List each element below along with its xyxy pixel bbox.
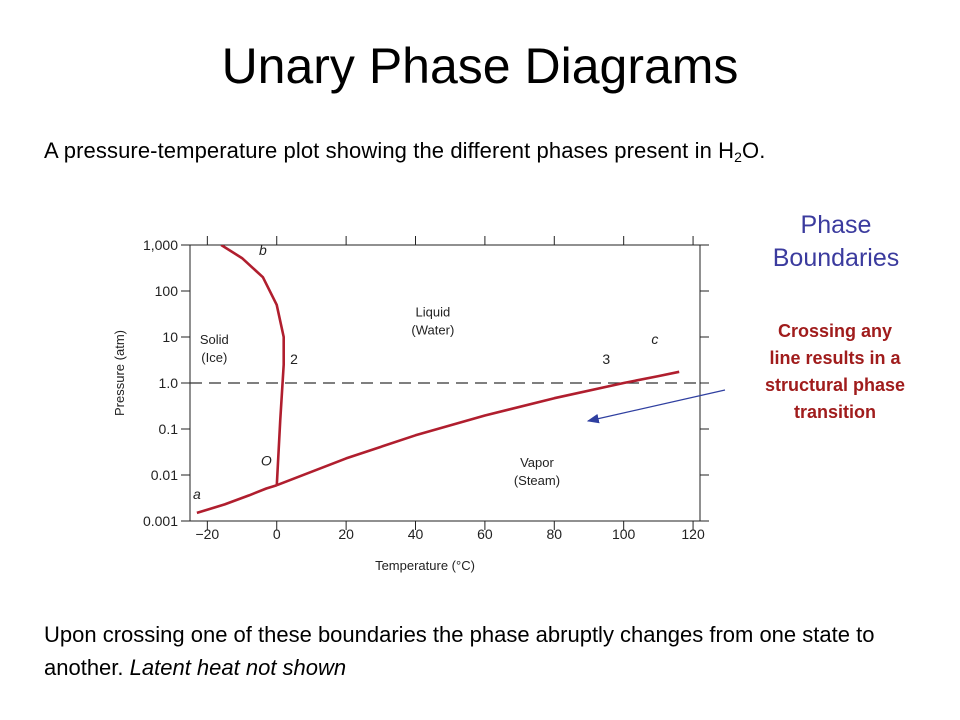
intro-tail: O. (742, 138, 766, 163)
x-tick-label: 60 (477, 526, 493, 542)
outro-italic: Latent heat not shown (129, 655, 347, 680)
x-tick-label: 0 (273, 526, 281, 542)
y-tick-label: 1,000 (143, 237, 178, 253)
y-tick-label: 1.0 (159, 375, 179, 391)
region-label: Solid (Ice) (200, 332, 229, 365)
y-tick-label: 0.01 (151, 467, 178, 483)
y-tick-label: 10 (162, 329, 178, 345)
intro-subscript: 2 (734, 149, 742, 165)
point-label-o: O (261, 453, 272, 469)
y-axis-label: Pressure (atm) (112, 330, 127, 416)
point-label-a: a (193, 486, 201, 502)
region-label-line: Solid (200, 332, 229, 347)
y-tick-label: 0.001 (143, 513, 178, 529)
point-label-3: 3 (602, 351, 610, 367)
crossing-note: Crossing any line results in a structura… (764, 321, 906, 422)
outro-text: Upon crossing one of these boundaries th… (44, 618, 924, 684)
x-tick-label: 20 (338, 526, 354, 542)
x-tick-label: 100 (612, 526, 636, 542)
x-axis-label: Temperature (°C) (375, 558, 475, 573)
side-title: Phase Boundaries (748, 209, 924, 275)
side-title-line1: Phase (800, 211, 872, 239)
x-tick-label: 120 (681, 526, 705, 542)
y-tick-label: 0.1 (159, 421, 179, 437)
y-tick-label: 100 (155, 283, 179, 299)
x-tick-label: 40 (408, 526, 424, 542)
x-tick-label: −20 (195, 526, 219, 542)
region-label-line: (Water) (411, 322, 454, 337)
boundary-solid-liquid (220, 245, 285, 486)
region-label-line: Liquid (416, 304, 451, 319)
region-label-line: Vapor (520, 455, 554, 470)
region-label: Liquid (Water) (411, 304, 454, 337)
pointer-arrow (586, 389, 726, 424)
outro-main: Upon crossing one of these boundaries th… (44, 622, 875, 680)
boundary-solid-vapor (196, 483, 278, 515)
point-label-b: b (259, 242, 267, 258)
point-label-c: c (651, 331, 658, 347)
page-title: Unary Phase Diagrams (221, 38, 739, 94)
region-label-line: (Steam) (514, 473, 560, 488)
x-tick-label: 80 (546, 526, 562, 542)
intro-main: A pressure-temperature plot showing the … (44, 138, 735, 163)
side-title-line2: Boundaries (772, 244, 900, 272)
intro-text: A pressure-temperature plot showing the … (44, 134, 944, 168)
boundary-liquid-vapor (276, 370, 680, 487)
point-label-2: 2 (290, 351, 298, 367)
region-label: Vapor (Steam) (514, 455, 560, 488)
region-label-line: (Ice) (201, 350, 227, 365)
